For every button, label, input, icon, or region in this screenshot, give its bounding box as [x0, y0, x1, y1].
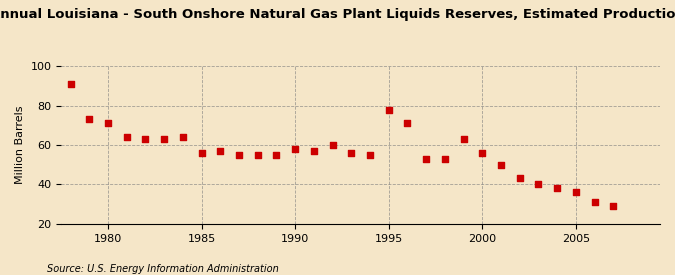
Point — [533, 182, 544, 187]
Point — [252, 153, 263, 157]
Point — [178, 135, 188, 139]
Point — [458, 137, 469, 141]
Point — [551, 186, 562, 191]
Point — [84, 117, 95, 122]
Point — [495, 163, 506, 167]
Point — [589, 200, 600, 204]
Point — [234, 153, 244, 157]
Point — [608, 204, 618, 208]
Point — [122, 135, 132, 139]
Point — [103, 121, 113, 126]
Point — [327, 143, 338, 147]
Point — [159, 137, 169, 141]
Text: Annual Louisiana - South Onshore Natural Gas Plant Liquids Reserves, Estimated P: Annual Louisiana - South Onshore Natural… — [0, 8, 675, 21]
Point — [140, 137, 151, 141]
Point — [290, 147, 300, 151]
Point — [346, 151, 356, 155]
Point — [421, 156, 431, 161]
Point — [196, 151, 207, 155]
Y-axis label: Million Barrels: Million Barrels — [15, 106, 25, 184]
Point — [308, 149, 319, 153]
Point — [364, 153, 375, 157]
Point — [514, 176, 525, 181]
Point — [271, 153, 282, 157]
Text: Source: U.S. Energy Information Administration: Source: U.S. Energy Information Administ… — [47, 264, 279, 274]
Point — [383, 107, 394, 112]
Point — [402, 121, 413, 126]
Point — [215, 149, 225, 153]
Point — [570, 190, 581, 194]
Point — [439, 156, 450, 161]
Point — [477, 151, 487, 155]
Point — [65, 82, 76, 86]
